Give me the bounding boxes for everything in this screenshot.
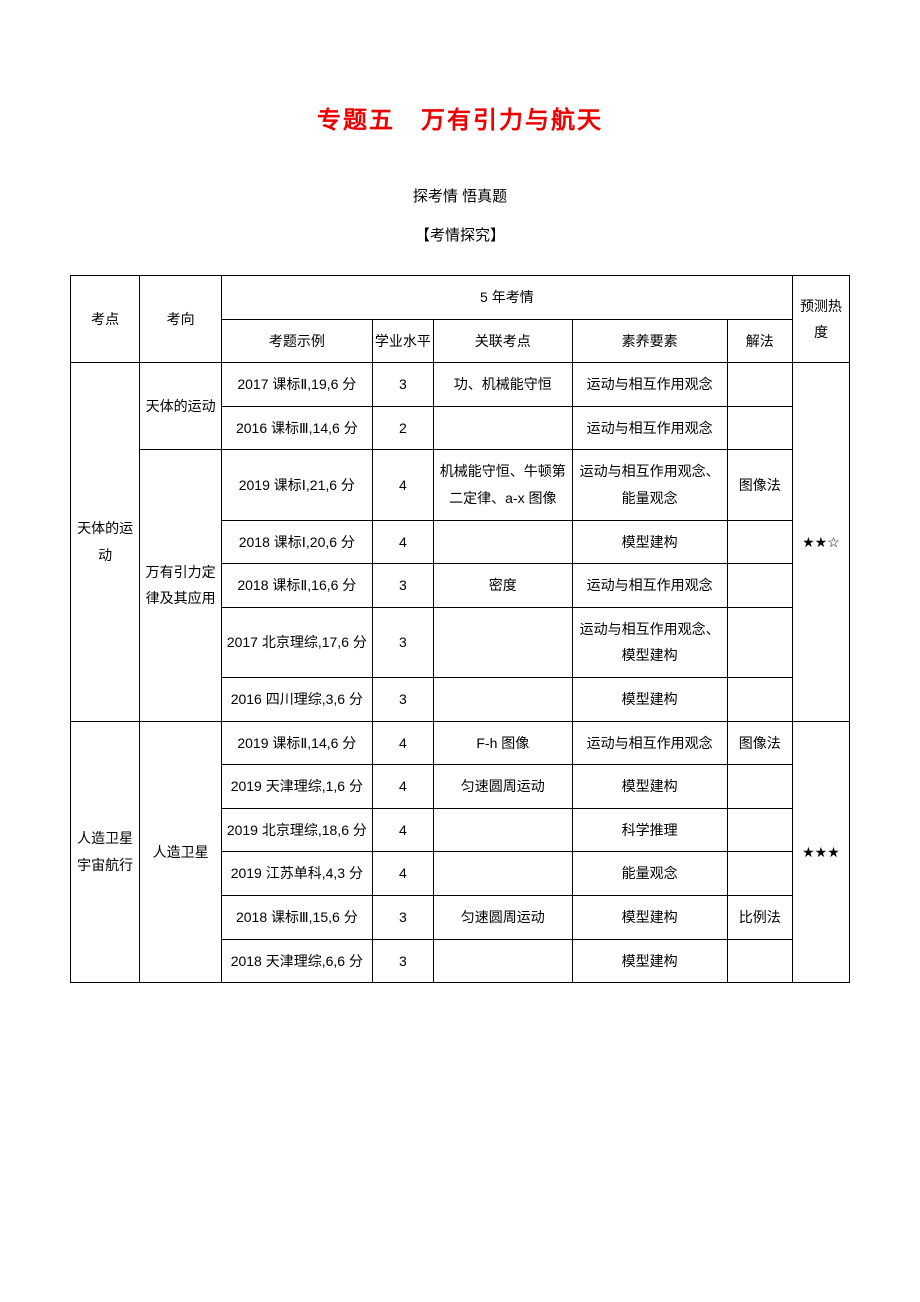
suyang-cell: 能量观念 [572,852,727,896]
kaoxiang-cell: 万有引力定律及其应用 [140,450,222,721]
xueye-cell: 3 [372,895,433,939]
header-suyang: 素养要素 [572,319,727,363]
table-row: 万有引力定律及其应用2019 课标Ⅰ,21,6 分4机械能守恒、牛顿第二定律、a… [71,450,850,520]
kaoti-cell: 2017 课标Ⅱ,19,6 分 [221,363,372,407]
guanlian-cell [433,852,572,896]
kaoti-cell: 2019 北京理综,18,6 分 [221,808,372,852]
xueye-cell: 4 [372,765,433,809]
kaodian-cell: 人造卫星 宇宙航行 [71,721,140,983]
kaoti-cell: 2018 课标Ⅰ,20,6 分 [221,520,372,564]
suyang-cell: 模型建构 [572,677,727,721]
kaoti-cell: 2019 课标Ⅱ,14,6 分 [221,721,372,765]
table-body: 天体的运动天体的运动2017 课标Ⅱ,19,6 分3功、机械能守恒运动与相互作用… [71,363,850,983]
kaoti-cell: 2016 四川理综,3,6 分 [221,677,372,721]
heat-cell: ★★☆ [792,363,849,721]
jiefa-cell [727,765,792,809]
guanlian-cell: 匀速圆周运动 [433,895,572,939]
xueye-cell: 4 [372,721,433,765]
suyang-cell: 运动与相互作用观念、能量观念 [572,450,727,520]
jiefa-cell [727,564,792,608]
xueye-cell: 4 [372,808,433,852]
suyang-cell: 运动与相互作用观念 [572,406,727,450]
guanlian-cell [433,939,572,983]
header-guanlian: 关联考点 [433,319,572,363]
suyang-cell: 模型建构 [572,765,727,809]
kaoti-cell: 2018 课标Ⅱ,16,6 分 [221,564,372,608]
header-jiefa: 解法 [727,319,792,363]
xueye-cell: 4 [372,520,433,564]
exam-table: 考点 考向 5 年考情 预测热度 考题示例 学业水平 关联考点 素养要素 解法 … [70,275,850,983]
kaoti-cell: 2019 课标Ⅰ,21,6 分 [221,450,372,520]
xueye-cell: 3 [372,607,433,677]
suyang-cell: 模型建构 [572,939,727,983]
page-subtitle: 探考情 悟真题 [70,185,850,206]
jiefa-cell: 图像法 [727,721,792,765]
jiefa-cell [727,607,792,677]
section-label: 【考情探究】 [70,224,850,245]
guanlian-cell: 密度 [433,564,572,608]
kaoxiang-cell: 人造卫星 [140,721,222,983]
guanlian-cell: 功、机械能守恒 [433,363,572,407]
guanlian-cell [433,406,572,450]
xueye-cell: 3 [372,564,433,608]
jiefa-cell [727,939,792,983]
jiefa-cell: 比例法 [727,895,792,939]
jiefa-cell [727,808,792,852]
xueye-cell: 4 [372,852,433,896]
header-xueye: 学业水平 [372,319,433,363]
guanlian-cell: F-h 图像 [433,721,572,765]
jiefa-cell [727,520,792,564]
suyang-cell: 运动与相互作用观念 [572,564,727,608]
kaoti-cell: 2016 课标Ⅲ,14,6 分 [221,406,372,450]
jiefa-cell [727,363,792,407]
xueye-cell: 2 [372,406,433,450]
jiefa-cell [727,852,792,896]
guanlian-cell: 匀速圆周运动 [433,765,572,809]
guanlian-cell [433,520,572,564]
page-title: 专题五 万有引力与航天 [70,100,850,135]
header-yuce: 预测热度 [792,276,849,363]
jiefa-cell: 图像法 [727,450,792,520]
xueye-cell: 4 [372,450,433,520]
xueye-cell: 3 [372,677,433,721]
heat-cell: ★★★ [792,721,849,983]
suyang-cell: 运动与相互作用观念 [572,721,727,765]
kaoti-cell: 2018 天津理综,6,6 分 [221,939,372,983]
suyang-cell: 科学推理 [572,808,727,852]
guanlian-cell [433,607,572,677]
guanlian-cell [433,808,572,852]
suyang-cell: 模型建构 [572,520,727,564]
xueye-cell: 3 [372,939,433,983]
kaoti-cell: 2019 天津理综,1,6 分 [221,765,372,809]
suyang-cell: 运动与相互作用观念 [572,363,727,407]
header-five-year: 5 年考情 [221,276,792,320]
kaoti-cell: 2019 江苏单科,4,3 分 [221,852,372,896]
header-row-1: 考点 考向 5 年考情 预测热度 [71,276,850,320]
table-row: 天体的运动天体的运动2017 课标Ⅱ,19,6 分3功、机械能守恒运动与相互作用… [71,363,850,407]
suyang-cell: 运动与相互作用观念、 模型建构 [572,607,727,677]
header-kaoxiang: 考向 [140,276,222,363]
jiefa-cell [727,406,792,450]
kaoti-cell: 2018 课标Ⅲ,15,6 分 [221,895,372,939]
xueye-cell: 3 [372,363,433,407]
jiefa-cell [727,677,792,721]
header-kaoti: 考题示例 [221,319,372,363]
kaoxiang-cell: 天体的运动 [140,363,222,450]
kaoti-cell: 2017 北京理综,17,6 分 [221,607,372,677]
suyang-cell: 模型建构 [572,895,727,939]
header-kaodian: 考点 [71,276,140,363]
kaodian-cell: 天体的运动 [71,363,140,721]
guanlian-cell: 机械能守恒、牛顿第二定律、a-x 图像 [433,450,572,520]
guanlian-cell [433,677,572,721]
table-row: 人造卫星 宇宙航行人造卫星2019 课标Ⅱ,14,6 分4F-h 图像运动与相互… [71,721,850,765]
table-head: 考点 考向 5 年考情 预测热度 考题示例 学业水平 关联考点 素养要素 解法 [71,276,850,363]
